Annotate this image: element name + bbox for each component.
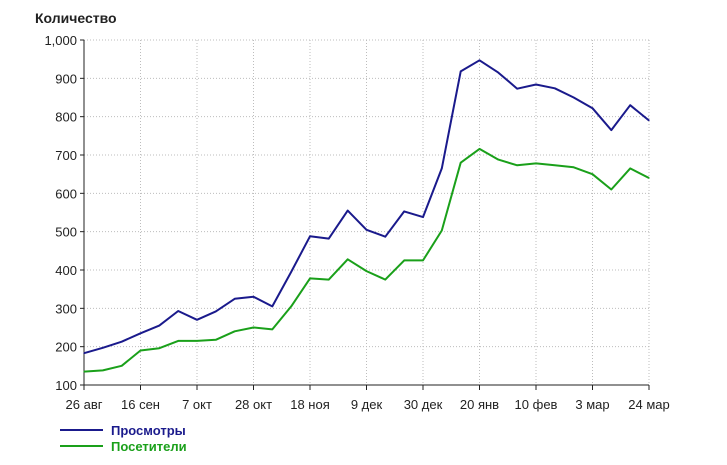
data-point	[554, 87, 556, 89]
data-point	[271, 328, 273, 331]
data-point	[497, 71, 499, 74]
grid-lines	[84, 39, 650, 385]
data-point	[252, 296, 255, 298]
data-point	[497, 159, 499, 161]
y-tick-label: 1,000	[44, 33, 77, 48]
x-tick-label: 7 окт	[182, 397, 212, 412]
data-point	[234, 298, 236, 300]
data-point	[177, 340, 179, 342]
series-lines	[83, 59, 650, 373]
data-point	[441, 167, 443, 170]
data-point	[554, 164, 556, 166]
data-point	[158, 324, 160, 327]
data-point	[478, 59, 481, 61]
y-tick-label: 300	[55, 301, 77, 316]
data-point	[309, 277, 311, 280]
data-point	[648, 119, 650, 122]
series-line-2	[83, 147, 650, 373]
data-point	[328, 237, 330, 240]
y-tick-label: 200	[55, 340, 77, 355]
data-point	[441, 229, 443, 232]
x-tick-label: 26 авг	[66, 397, 103, 412]
x-tick-labels: 26 авг 16 сен 7 окт 28 окт 18 ноя 9 дек 30 дек…	[66, 397, 670, 412]
y-tick-label: 400	[55, 263, 77, 278]
data-point	[535, 83, 537, 86]
data-point	[610, 188, 612, 191]
y-tick-label: 700	[55, 148, 77, 163]
data-point	[347, 209, 349, 212]
data-point	[309, 235, 311, 237]
data-point	[139, 349, 142, 352]
data-point	[102, 369, 104, 372]
data-point	[384, 278, 386, 281]
axes	[80, 39, 650, 390]
x-tick-label: 9 дек	[351, 397, 383, 412]
data-point	[460, 70, 462, 73]
data-point	[83, 352, 85, 354]
x-tick-label: 30 дек	[404, 397, 443, 412]
data-point	[460, 162, 462, 164]
x-tick-label: 20 янв	[460, 397, 499, 412]
data-point	[158, 347, 160, 349]
data-point	[121, 341, 123, 343]
data-point	[610, 129, 612, 131]
data-point	[347, 258, 349, 260]
y-tick-label: 800	[55, 110, 77, 125]
y-tick-label: 900	[55, 71, 77, 86]
data-point	[196, 340, 198, 342]
data-point	[102, 347, 104, 349]
data-point	[573, 96, 575, 99]
data-point	[384, 236, 386, 238]
data-point	[215, 310, 217, 312]
x-tick-label: 3 мар	[575, 397, 609, 412]
data-point	[290, 271, 292, 273]
legend-label: Просмотры	[111, 423, 186, 438]
data-point	[422, 259, 424, 262]
data-point	[121, 365, 123, 367]
data-point	[177, 310, 179, 312]
data-point	[573, 166, 575, 168]
data-point	[328, 278, 330, 281]
series-line-1	[83, 59, 650, 355]
x-tick-label: 16 сен	[121, 397, 160, 412]
data-point	[422, 216, 424, 218]
data-point	[516, 164, 518, 166]
x-tick-label: 10 фев	[515, 397, 558, 412]
data-point	[365, 229, 368, 231]
x-tick-label: 18 ноя	[290, 397, 330, 412]
data-point	[252, 326, 255, 329]
data-point	[648, 177, 650, 179]
legend-label: Посетители	[111, 439, 187, 454]
data-point	[591, 173, 594, 175]
data-point	[403, 259, 405, 262]
y-tick-label: 600	[55, 186, 77, 201]
data-point	[290, 305, 292, 308]
y-tick-label: 100	[55, 378, 77, 393]
data-point	[234, 330, 236, 332]
data-point	[83, 370, 85, 373]
x-tick-label: 24 мар	[628, 397, 669, 412]
y-tick-labels: 100 200 300 400 500 600 700 800 900 1,000	[44, 33, 77, 393]
y-tick-label: 500	[55, 225, 77, 240]
data-point	[629, 167, 631, 170]
data-point	[535, 162, 537, 165]
data-point	[403, 210, 405, 212]
data-point	[516, 88, 518, 90]
x-tick-label: 28 окт	[235, 397, 272, 412]
data-point	[629, 104, 631, 106]
data-point	[365, 270, 368, 272]
y-axis-label: Количество	[35, 10, 117, 26]
data-point	[478, 148, 481, 150]
data-point	[215, 339, 217, 341]
data-point	[196, 319, 198, 321]
data-point	[591, 107, 594, 109]
data-point	[139, 332, 142, 334]
data-point	[271, 305, 273, 308]
